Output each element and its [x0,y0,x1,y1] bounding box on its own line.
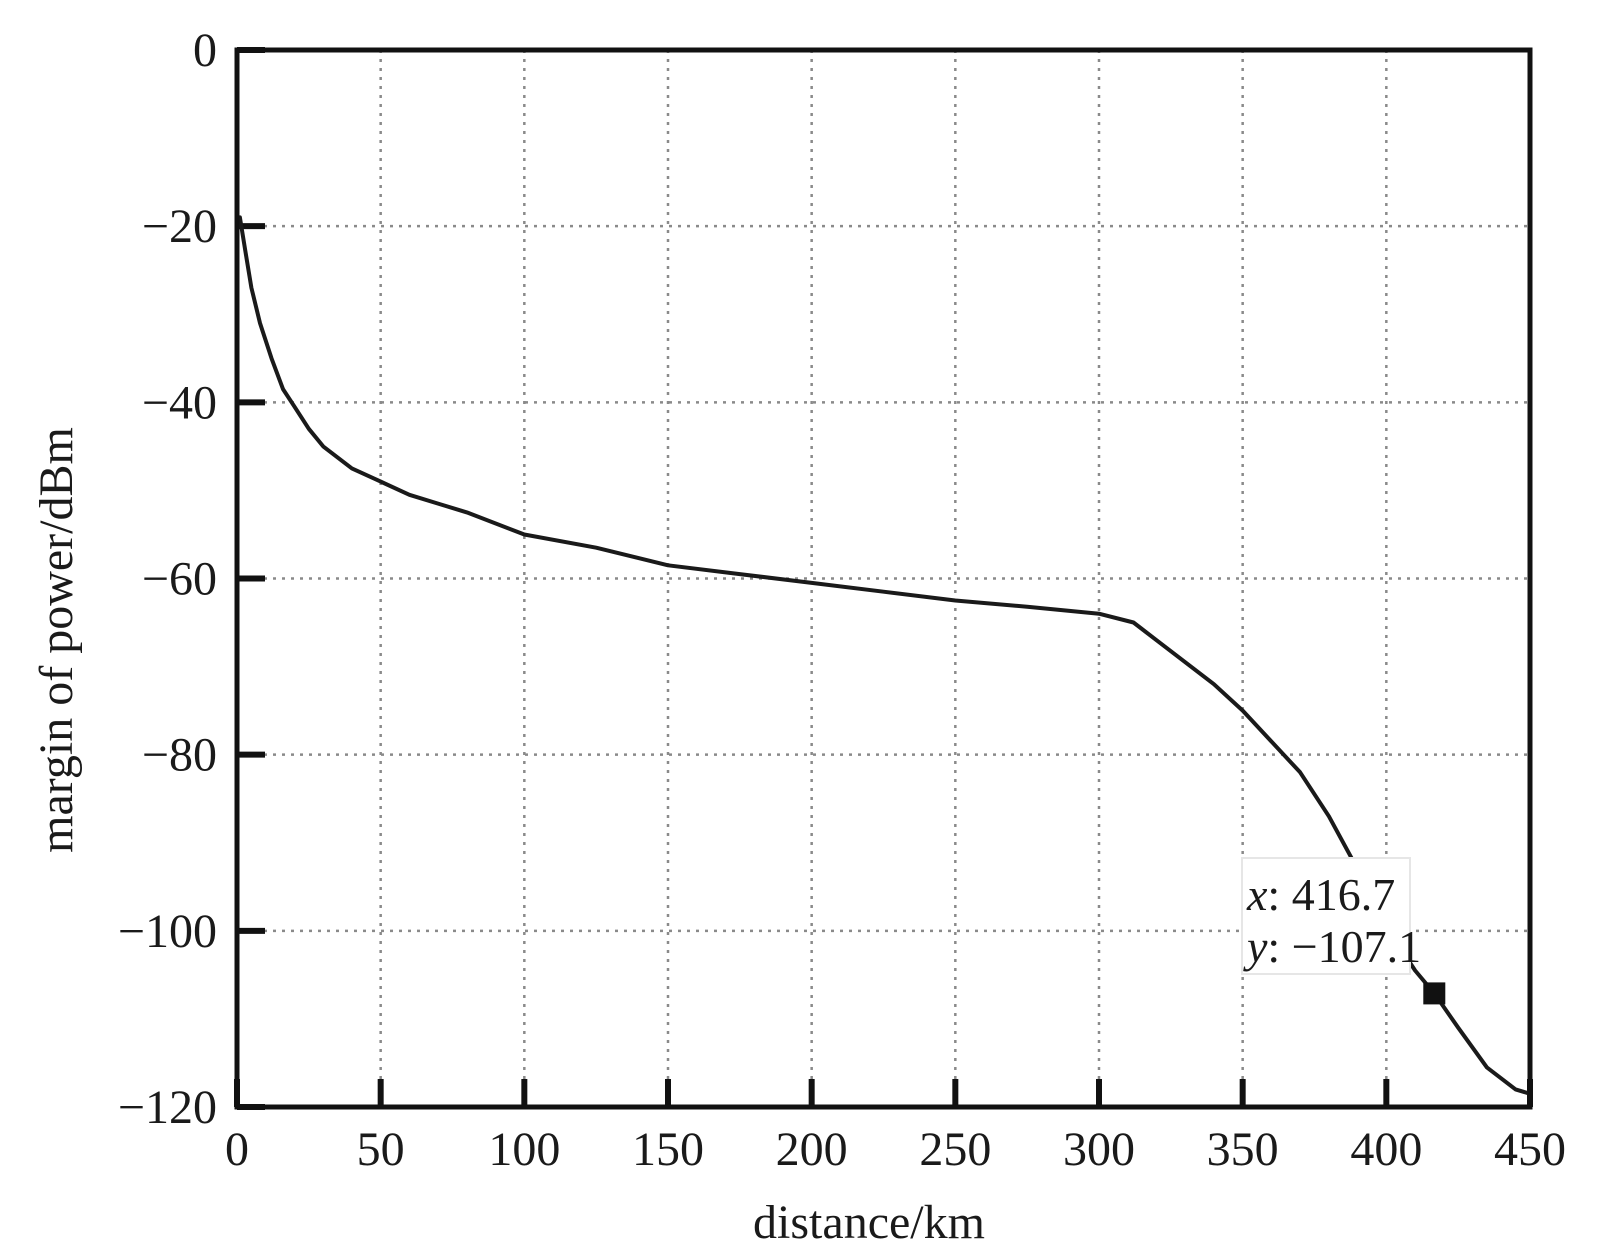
x-tick-label: 50 [357,1123,405,1176]
y-tick-label: 0 [193,24,217,77]
y-tick-label: −40 [142,376,217,429]
y-tick-label: −100 [118,905,217,958]
x-tick-label: 350 [1207,1123,1279,1176]
tooltip-box [1241,857,1411,975]
x-tick-label: 400 [1350,1123,1422,1176]
y-tick-label: −80 [142,729,217,782]
data-tooltip: x: 416.7 y: −107.1 [1241,857,1421,975]
x-tick-label: 150 [632,1123,704,1176]
tooltip-x-colon: : [1267,869,1291,920]
x-tick-label: 200 [776,1123,848,1176]
y-tick-label: −20 [142,200,217,253]
tooltip-y-key: y [1243,921,1268,972]
tooltip-y-colon: : [1267,921,1291,972]
y-tick-label: −120 [118,1081,217,1134]
tooltip-y-line: y: −107.1 [1243,921,1421,972]
plot-frame [234,47,1533,1110]
x-tick-label: 100 [488,1123,560,1176]
tooltip-x-key: x [1246,869,1268,920]
y-axis-title: margin of power/dBm [30,427,83,853]
y-tick-labels: 0 −20 −40 −60 −80 −100 −120 [118,24,217,1134]
tooltip-x-line: x: 416.7 [1246,869,1395,920]
y-tick-label: −60 [142,553,217,606]
x-tick-label: 0 [225,1123,249,1176]
tooltip-y-value: −107.1 [1292,921,1421,972]
x-tick-labels: 0 50 100 150 200 250 300 350 400 450 [225,1123,1566,1176]
x-tick-label: 450 [1494,1123,1566,1176]
data-point-marker [1423,982,1446,1005]
x-axis-title: distance/km [753,1196,985,1249]
x-tick-label: 300 [1063,1123,1135,1176]
tooltip-x-value: 416.7 [1292,869,1396,920]
x-tick-label: 250 [919,1123,991,1176]
